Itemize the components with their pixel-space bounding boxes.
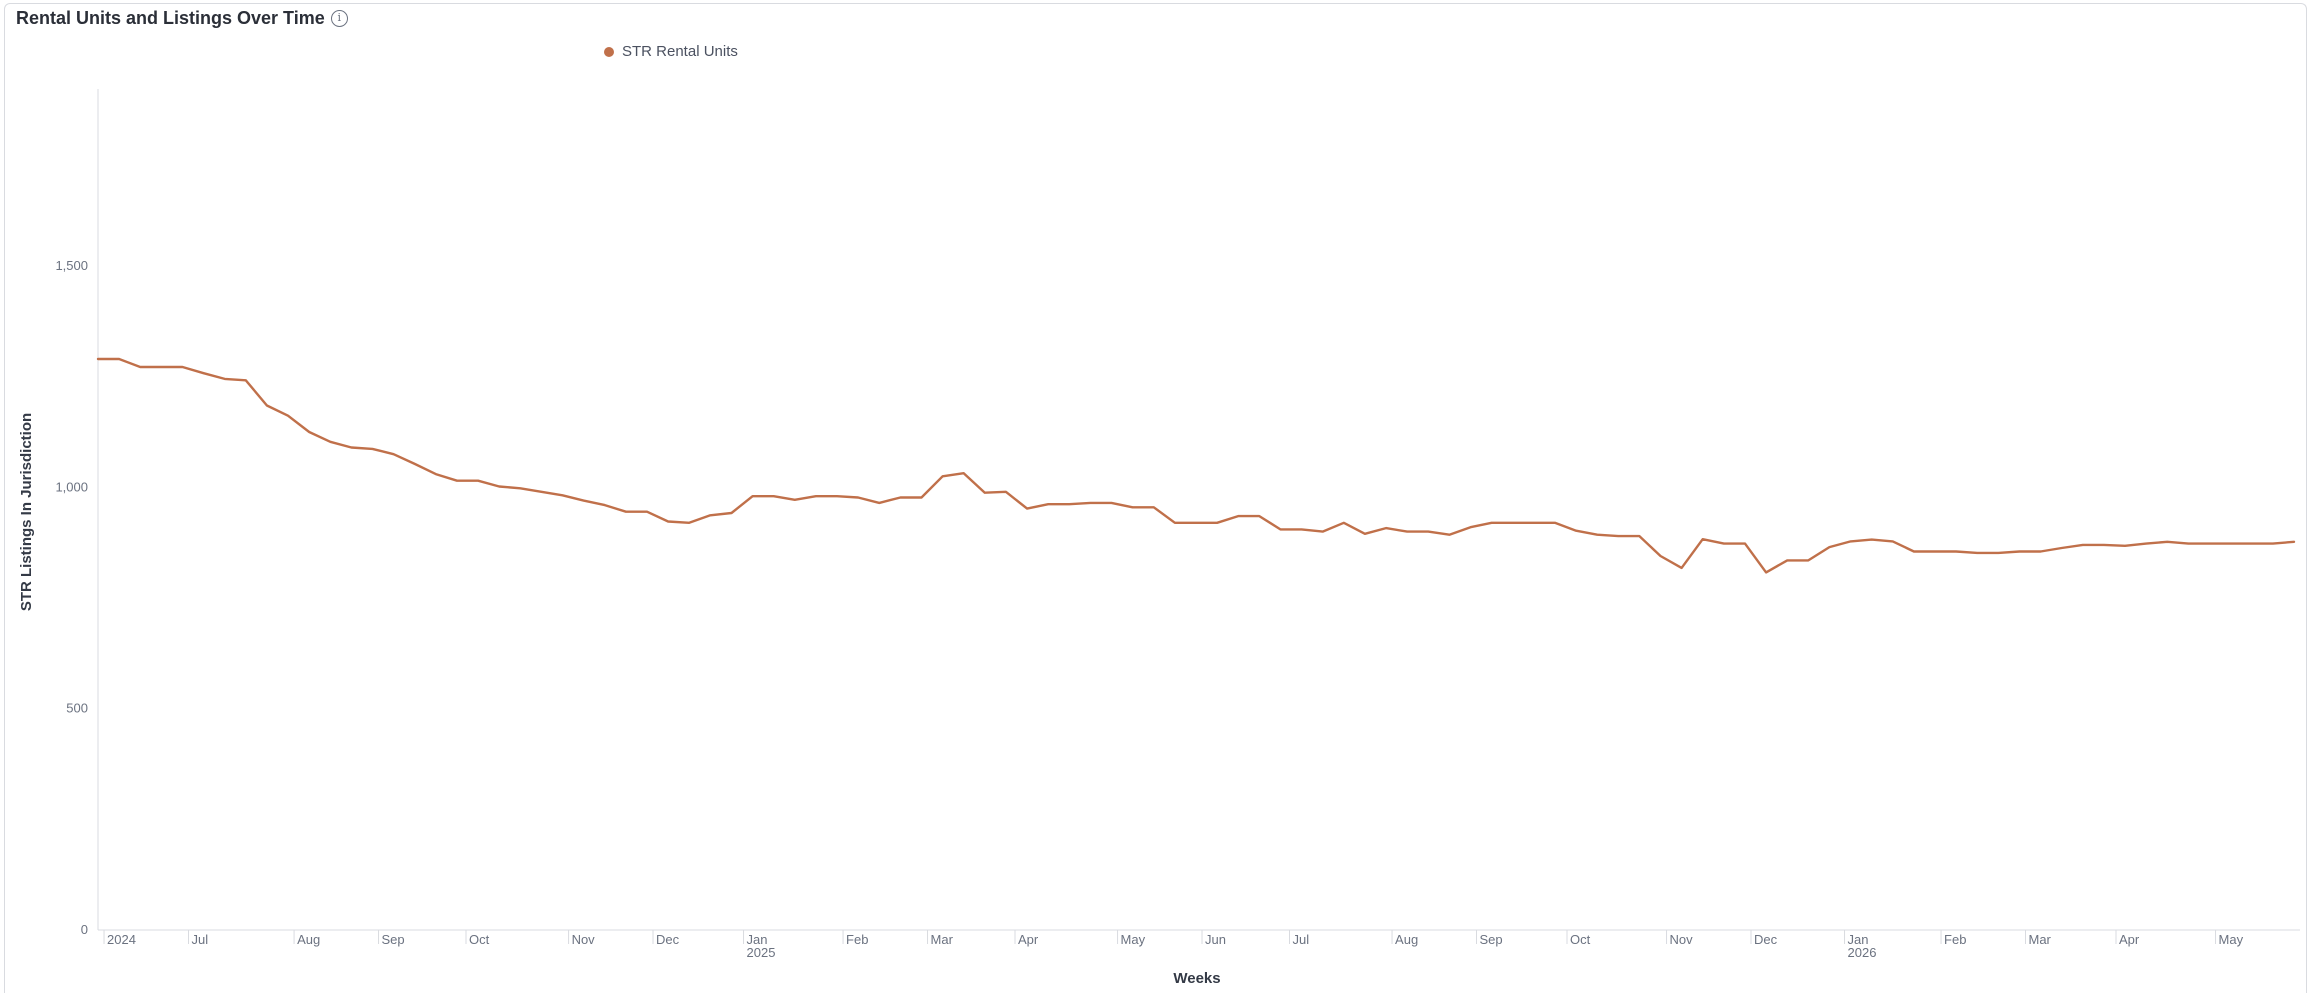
x-tick-label: Oct (469, 932, 490, 947)
x-tick-label: Jun (1205, 932, 1226, 947)
x-tick-label: Sep (382, 932, 405, 947)
series-lines (96, 357, 2296, 574)
x-tick-label: Jul (191, 932, 208, 947)
info-icon[interactable]: i (330, 10, 348, 27)
x-tick-label: Dec (656, 932, 680, 947)
y-tick-label: 1,000 (55, 479, 88, 494)
axes (97, 89, 2300, 931)
x-tick-label: Mar (2029, 932, 2052, 947)
x-tick-label: Jul (1292, 932, 1309, 947)
x-tick-label: Nov (572, 932, 596, 947)
x-axis-title: Weeks (1173, 970, 1220, 987)
y-tick-label: 0 (81, 922, 88, 937)
y-tick-label: 1,500 (55, 258, 88, 273)
x-tick-label: Aug (297, 932, 320, 947)
x-tick-sublabel: 2025 (747, 945, 776, 960)
chart-header: Rental Units and Listings Over Time i (16, 8, 348, 29)
x-tick-label: May (1121, 932, 1146, 947)
x-tick-label: Nov (1670, 932, 1694, 947)
x-tick-label: Feb (846, 932, 868, 947)
x-tick-label: Feb (1944, 932, 1966, 947)
x-tick-label: May (2219, 932, 2244, 947)
x-tick-label: Sep (1480, 932, 1503, 947)
x-tick-sublabel: 2026 (1848, 945, 1877, 960)
x-tick-label: 2024 (107, 932, 136, 947)
x-tick-label: Oct (1570, 932, 1591, 947)
legend-marker (604, 46, 614, 57)
y-tick-label: 500 (66, 701, 88, 716)
x-tick-label: Mar (931, 932, 954, 947)
x-tick-label: Apr (2119, 932, 2140, 947)
series-line-str-rental-units[interactable] (96, 357, 2296, 574)
chart-panel (4, 3, 2307, 993)
y-axis-title: STR Listings In Jurisdiction (18, 413, 35, 611)
x-tick-label: Aug (1395, 932, 1418, 947)
legend-item-str-rental-units[interactable]: STR Rental Units (604, 43, 738, 60)
x-tick-label: Dec (1754, 932, 1778, 947)
x-tick-label: Jan (1848, 932, 1869, 947)
x-tick-label: Apr (1018, 932, 1039, 947)
chart-title: Rental Units and Listings Over Time (16, 8, 325, 28)
legend-label: STR Rental Units (622, 43, 738, 60)
x-tick-label: Jan (747, 932, 768, 947)
